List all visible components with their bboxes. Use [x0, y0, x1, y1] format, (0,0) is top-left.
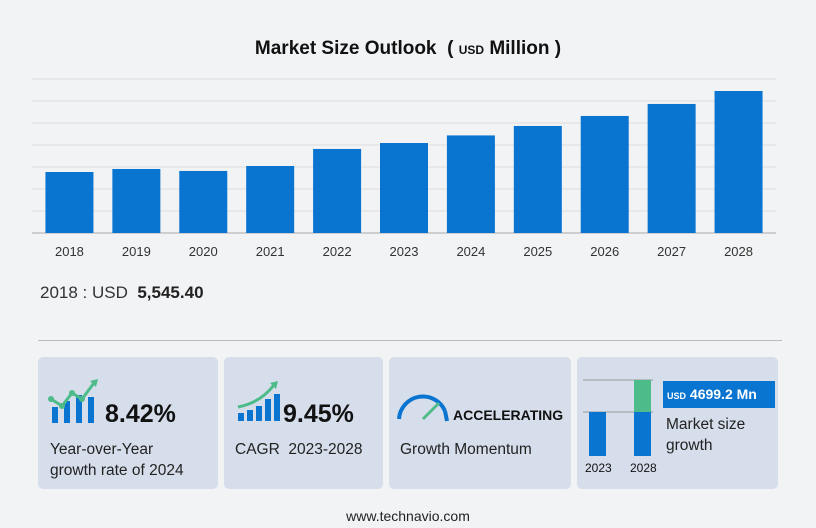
cagr-growth-icon — [237, 381, 280, 421]
cagr-label: CAGR 2023-2028 — [235, 441, 363, 458]
bar-2022 — [313, 148, 362, 233]
momentum-card: ACCELERATING Growth Momentum — [389, 357, 571, 489]
growth-value-badge: USD 4699.2 Mn — [663, 381, 775, 408]
x-tick-label: 2024 — [456, 244, 485, 259]
bar-2027 — [647, 103, 696, 233]
x-tick-label: 2021 — [256, 244, 285, 259]
x-tick-label: 2026 — [590, 244, 619, 259]
bar-2028 — [714, 90, 763, 234]
bar-2025 — [513, 125, 562, 233]
x-tick-label: 2019 — [122, 244, 151, 259]
yoy-value: 8.42% — [105, 400, 176, 428]
mini-growth-chart — [583, 379, 653, 456]
growth-card: 2023 2028 USD 4699.2 Mn Market size growt… — [577, 357, 778, 489]
yoy-label: Year-over-Year growth rate of 2024 — [50, 441, 184, 479]
x-tick-label: 2028 — [724, 244, 753, 259]
momentum-label: Growth Momentum — [400, 441, 532, 458]
footer-url: www.technavio.com — [346, 508, 470, 524]
bar-2019 — [112, 168, 161, 233]
bar-2021 — [246, 166, 295, 233]
speedometer-icon — [397, 394, 449, 422]
growth-label: Market size growth — [666, 416, 746, 454]
divider — [38, 340, 782, 341]
bar-2024 — [446, 135, 495, 233]
bar-2023 — [380, 143, 428, 233]
x-tick-label: 2023 — [390, 244, 419, 259]
mini-year-2023: 2023 — [585, 461, 612, 475]
x-tick-label: 2022 — [323, 244, 352, 259]
bar-2026 — [580, 115, 629, 233]
x-tick-label: 2027 — [657, 244, 686, 259]
chart-title: Market Size Outlook ( USD Million ) — [254, 38, 562, 59]
base-year-value: 2018 : USD 5,545.40 — [40, 283, 204, 302]
bar-growth-icon — [48, 379, 98, 423]
x-tick-label: 2020 — [189, 244, 218, 259]
x-tick-label: 2025 — [523, 244, 552, 259]
bar-2018 — [45, 172, 94, 233]
bar-chart: 2018 2019 2020 2021 2022 2023 2024 2025 2026 2027… — [32, 78, 776, 259]
cagr-value: 9.45% — [283, 400, 354, 428]
cagr-card: 9.45% CAGR 2023-2028 — [224, 357, 383, 489]
x-tick-label: 2018 — [55, 244, 84, 259]
mini-year-2028: 2028 — [630, 461, 657, 475]
bar-2020 — [179, 170, 228, 233]
momentum-value: ACCELERATING — [453, 407, 564, 423]
yoy-card: 8.42% Year-over-Year growth rate of 2024 — [38, 357, 218, 489]
